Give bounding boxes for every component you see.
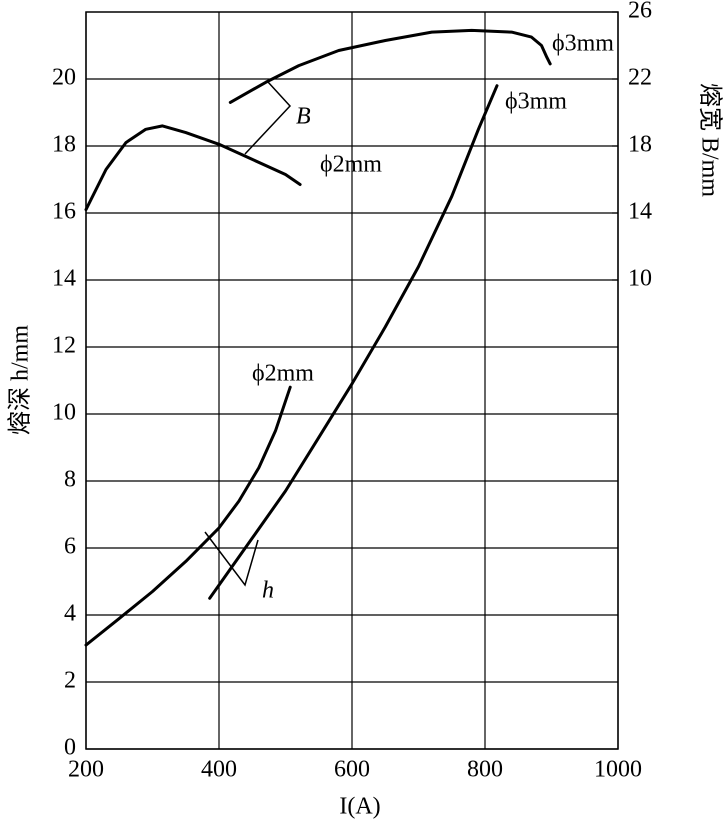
y-tick-label: 18 <box>52 132 76 158</box>
series-label: ϕ2mm <box>252 361 314 387</box>
x-tick-label: 600 <box>334 757 370 783</box>
series-label: ϕ2mm <box>320 152 382 178</box>
x-tick-label: 400 <box>201 757 237 783</box>
y-tick-label: 14 <box>52 266 76 292</box>
x-axis-label: I(A) <box>339 794 380 820</box>
y-tick-label: 10 <box>52 400 76 426</box>
series-label: ϕ3mm <box>505 89 567 115</box>
series-line <box>84 124 302 212</box>
series-line <box>208 84 499 600</box>
y2-tick-label: 10 <box>628 266 652 292</box>
annotation: h <box>262 578 274 604</box>
series-line <box>84 385 292 647</box>
series-label: ϕ3mm <box>552 31 614 57</box>
y-tick-label: 16 <box>52 199 76 225</box>
y-tick-label: 4 <box>64 601 76 627</box>
x-tick-label: 200 <box>68 757 104 783</box>
leader-line <box>244 81 292 155</box>
leader-line <box>204 531 259 587</box>
y-tick-label: 0 <box>64 735 76 761</box>
y2-tick-label: 14 <box>628 199 652 225</box>
y2-tick-label: 18 <box>628 132 652 158</box>
y-axis-label: 熔深 h/mm <box>7 325 34 435</box>
plot-frame <box>85 11 619 750</box>
y2-axis-label: 熔宽 B/mm <box>696 83 723 197</box>
y-tick-label: 6 <box>64 534 76 560</box>
y2-tick-label: 22 <box>628 65 652 91</box>
series-line <box>228 28 552 104</box>
y-tick-label: 2 <box>64 668 76 694</box>
y2-tick-label: 26 <box>628 0 652 24</box>
annotation: B <box>296 104 311 130</box>
y-tick-label: 12 <box>52 333 76 359</box>
x-tick-label: 1000 <box>594 757 642 783</box>
y-tick-label: 8 <box>64 467 76 493</box>
y-tick-label: 20 <box>52 65 76 91</box>
x-tick-label: 800 <box>467 757 503 783</box>
